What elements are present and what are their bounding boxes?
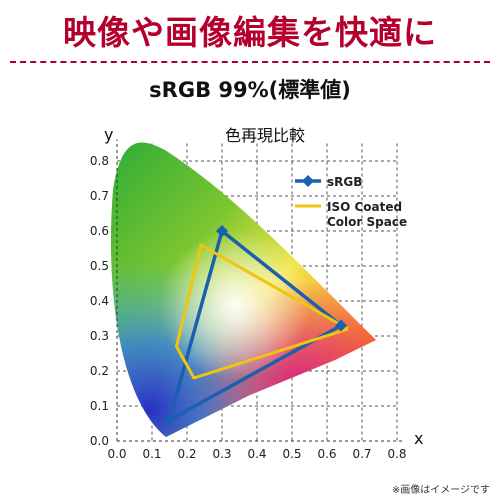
image-disclaimer: ※画像はイメージです: [391, 485, 490, 496]
x-tick-label: 0.1: [142, 447, 161, 461]
y-tick-label: 0.6: [90, 224, 109, 238]
x-tick-label: 0.2: [177, 447, 196, 461]
y-tick-label: 0.5: [90, 259, 109, 273]
x-tick-label: 0.3: [212, 447, 231, 461]
y-tick-label: 0.0: [90, 434, 109, 448]
legend-label-srgb: sRGB: [327, 175, 362, 189]
y-tick-label: 0.8: [90, 154, 109, 168]
srgb-vertex-point: [216, 225, 228, 237]
iso-coated-gamut-line: [175, 243, 349, 380]
y-tick-label: 0.1: [90, 399, 109, 413]
x-tick-label: 0.6: [317, 447, 336, 461]
y-tick-label: 0.2: [90, 364, 109, 378]
chart-title: 色再現比較: [225, 126, 305, 145]
legend-label-iso: ISO Coated Color Space: [327, 200, 407, 229]
subheadline: sRGB 99%(標準値): [149, 78, 351, 102]
x-tick-label: 0.7: [352, 447, 371, 461]
x-tick-label: 0.0: [107, 447, 126, 461]
y-tick-label: 0.4: [90, 294, 109, 308]
legend-marker-srgb: [302, 175, 314, 187]
y-axis-label: y: [104, 125, 113, 144]
x-axis-label: x: [414, 429, 423, 448]
series: [163, 225, 349, 426]
x-tick-label: 0.5: [282, 447, 301, 461]
x-tick-label: 0.4: [247, 447, 266, 461]
y-tick-label: 0.3: [90, 329, 109, 343]
headline: 映像や画像編集を快適に: [63, 13, 437, 52]
axes: 0.0 0.1 0.2 0.3 0.4 0.5 0.6 0.7 0.8 0.0 0.1 0.2 0.3 0…: [90, 139, 407, 461]
legend: sRGB ISO Coated Color Space: [295, 175, 407, 229]
srgb-gamut-line: [167, 229, 343, 422]
srgb-vertex-point: [163, 414, 176, 426]
srgb-vertex-point: [335, 319, 347, 332]
y-tick-label: 0.7: [90, 189, 109, 203]
x-tick-label: 0.8: [387, 447, 406, 461]
dashed-divider: [10, 61, 490, 63]
